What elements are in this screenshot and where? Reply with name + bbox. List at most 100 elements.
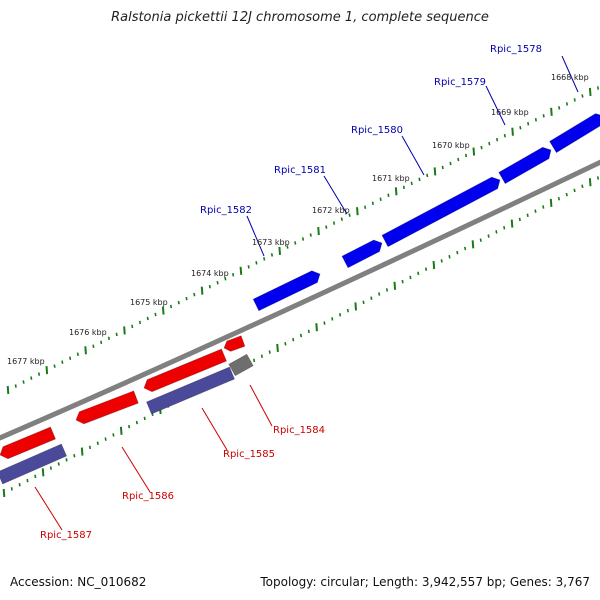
scale-tick xyxy=(379,197,382,202)
leader-line xyxy=(485,85,506,126)
gene-label[interactable]: Rpic_1582 xyxy=(200,205,252,216)
scale-tick xyxy=(338,313,342,317)
scale-tick xyxy=(268,350,271,354)
scale-tick xyxy=(410,181,413,186)
gene-label[interactable]: Rpic_1585 xyxy=(223,449,275,460)
scale-tick xyxy=(387,193,390,198)
scale-tick xyxy=(115,332,118,337)
gene-label[interactable]: Rpic_1587 xyxy=(40,530,92,541)
scale-tick xyxy=(550,107,553,116)
scale-tick xyxy=(394,187,398,196)
scale-tick xyxy=(573,188,576,193)
scale-tick xyxy=(224,276,227,281)
scale-tick xyxy=(14,384,17,388)
scale-tick xyxy=(480,145,483,150)
scale-tick xyxy=(378,292,381,296)
gene-label[interactable]: Rpic_1581 xyxy=(274,165,326,176)
scale-tick xyxy=(362,300,365,305)
scale-tick xyxy=(511,127,514,136)
scale-tick xyxy=(332,221,336,225)
scale-tick xyxy=(270,253,274,257)
scale-tick xyxy=(123,326,126,335)
scale-tick xyxy=(596,86,600,90)
scale-tick xyxy=(65,458,68,462)
kbp-scale-labels: 1668 kbp 1669 kbp 1670 kbp 1671 kbp 1672 kbp… xyxy=(7,73,589,366)
scale-tick xyxy=(247,265,250,269)
leader-line xyxy=(121,446,151,493)
scale-tick xyxy=(255,261,258,265)
gene-label[interactable]: Rpic_1578 xyxy=(490,44,542,55)
scale-tick xyxy=(588,87,592,97)
scale-tick xyxy=(253,358,256,363)
feature-labels: Rpic_1578 Rpic_1579 Rpic_1580 Rpic_1581 Rpic… xyxy=(40,44,542,541)
gene-arrow-rpic-1581[interactable] xyxy=(341,239,383,269)
gene-label[interactable]: Rpic_1579 xyxy=(434,77,486,88)
gene-label[interactable]: Rpic_1584 xyxy=(273,425,325,436)
genome-summary-text: Topology: circular; Length: 3,942,557 bp… xyxy=(260,575,590,589)
gene-arrow-rpic-1582[interactable] xyxy=(252,270,321,312)
scale-tick xyxy=(131,324,134,329)
scale-tick xyxy=(301,237,305,241)
scale-tick xyxy=(286,245,289,249)
scale-tick xyxy=(76,352,79,356)
leader-line xyxy=(249,384,273,427)
scale-tick xyxy=(299,333,303,338)
kbp-scale-label: 1673 kbp xyxy=(252,238,290,247)
scale-tick xyxy=(309,233,312,237)
scale-tick xyxy=(317,226,320,236)
scale-tick xyxy=(37,372,41,376)
scale-tick xyxy=(41,468,45,477)
scale-tick xyxy=(356,207,359,216)
gene-label[interactable]: Rpic_1580 xyxy=(351,125,403,136)
scale-tick xyxy=(143,416,146,421)
scale-tick xyxy=(6,385,10,395)
gene-arrow-rpic-1579[interactable] xyxy=(498,146,552,185)
scale-tick xyxy=(472,147,476,156)
scale-tick xyxy=(112,433,115,437)
scale-tick xyxy=(30,376,33,380)
scale-tick xyxy=(177,300,180,305)
scale-tick xyxy=(441,165,444,170)
cds-bar-rpic-1587[interactable] xyxy=(0,443,68,485)
scale-tick xyxy=(596,176,600,180)
scale-tick xyxy=(57,462,60,466)
scale-tick xyxy=(135,420,138,425)
cds-bar-rpic-1585[interactable] xyxy=(145,366,236,415)
gene-arrow-rpic-1587[interactable] xyxy=(0,426,57,460)
scale-tick xyxy=(385,288,389,292)
scale-tick xyxy=(457,157,460,162)
scale-tick xyxy=(573,98,576,102)
scale-tick xyxy=(503,133,506,138)
gene-arrow-rpic-1578[interactable] xyxy=(549,113,600,154)
gene-label[interactable]: Rpic_1586 xyxy=(122,491,174,502)
kbp-scale-label: 1668 kbp xyxy=(551,73,589,82)
leader-line xyxy=(561,55,579,93)
scale-tick xyxy=(2,488,6,498)
scale-tick xyxy=(464,246,467,251)
kbp-scale-label: 1671 kbp xyxy=(372,174,410,183)
scale-tick xyxy=(464,153,468,158)
outer-scale-ticks xyxy=(6,86,600,395)
scale-tick xyxy=(401,279,404,284)
scale-tick xyxy=(49,466,52,470)
gene-arrow-rpic-1584[interactable] xyxy=(223,335,246,352)
scale-tick xyxy=(278,246,282,255)
scale-tick xyxy=(232,273,235,277)
scale-tick xyxy=(440,259,443,263)
scale-tick xyxy=(534,209,537,213)
pseudo-bar-rpic-1584[interactable] xyxy=(228,353,254,377)
scale-tick xyxy=(519,125,522,130)
gene-arrow-rpic-1580[interactable] xyxy=(381,176,501,248)
scale-tick xyxy=(146,316,149,321)
gene-arrow-rpic-1585[interactable] xyxy=(143,348,228,393)
scale-tick xyxy=(581,94,584,98)
kbp-scale-label: 1675 kbp xyxy=(130,298,168,307)
scale-tick xyxy=(581,184,584,189)
scale-tick xyxy=(527,122,530,126)
leader-line xyxy=(201,407,228,451)
gene-arrow-rpic-1586[interactable] xyxy=(75,390,139,425)
scale-tick xyxy=(448,255,451,259)
scale-tick xyxy=(424,267,428,271)
